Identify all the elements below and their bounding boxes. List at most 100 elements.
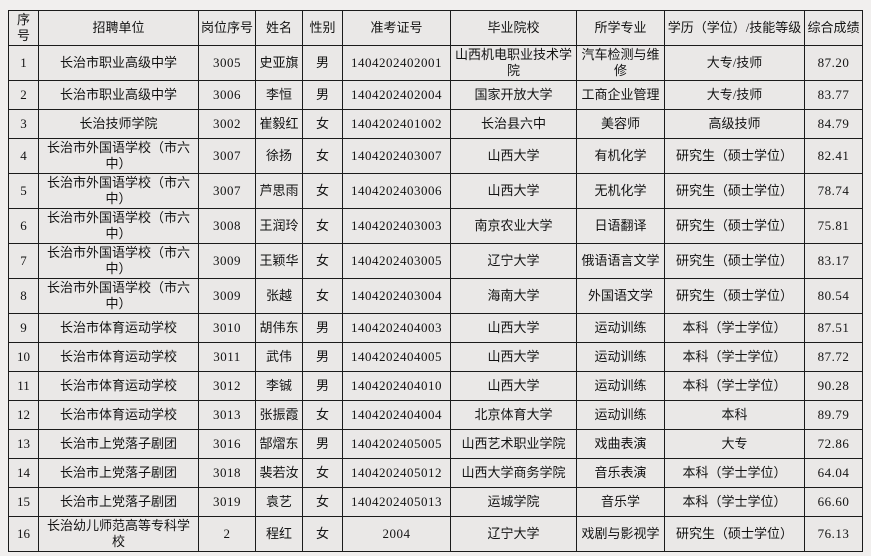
table-cell: 山西大学 [450, 173, 577, 209]
table-cell: 1404202403005 [342, 243, 451, 279]
table-cell: 运城学院 [450, 487, 577, 517]
table-cell: 女 [302, 138, 343, 174]
table-cell: 3008 [198, 208, 256, 244]
table-cell: 长治市体育运动学校 [38, 400, 199, 430]
table-cell: 女 [302, 516, 343, 552]
table-cell: 汽车检测与维修 [576, 45, 665, 81]
table-cell: 11 [8, 371, 39, 401]
table-cell: 1404202404005 [342, 342, 451, 372]
table-cell: 89.79 [804, 400, 863, 430]
table-cell: 3007 [198, 173, 256, 209]
table-row: 2 长治市职业高级中学 3006 李恒男 1404202402004 国家开放大学 工商企业… [8, 80, 863, 110]
table-cell: 研究生（硕士学位） [664, 138, 805, 174]
header-cell: 综合成绩 [804, 10, 863, 46]
table-cell: 3005 [198, 45, 256, 81]
table-cell: 音乐表演 [576, 458, 665, 488]
table-cell: 研究生（硕士学位） [664, 243, 805, 279]
table-cell: 5 [8, 173, 39, 209]
header-cell: 岗位序号 [198, 10, 256, 46]
table-cell: 1404202404004 [342, 400, 451, 430]
table-cell: 戏曲表演 [576, 429, 665, 459]
table-cell: 男 [302, 371, 343, 401]
table-cell: 本科 [664, 400, 805, 430]
table-cell: 长治幼儿师范高等专科学校 [38, 516, 199, 552]
table-cell: 工商企业管理 [576, 80, 665, 110]
table-cell: 7 [8, 243, 39, 279]
header-cell: 所学专业 [576, 10, 665, 46]
header-row: 序号 招聘单位 岗位序号 姓名 性别 准考证号 毕业院校 所学专业 学历（学位）/技能等级 综合成… [8, 10, 863, 46]
table-cell: 13 [8, 429, 39, 459]
table-cell: 研究生（硕士学位） [664, 208, 805, 244]
table-cell: 裴若汝 [255, 458, 303, 488]
table-cell: 研究生（硕士学位） [664, 173, 805, 209]
table-cell: 胡伟东 [255, 313, 303, 343]
table-cell: 山西机电职业技术学院 [450, 45, 577, 81]
table-cell: 女 [302, 109, 343, 139]
header-cell: 招聘单位 [38, 10, 199, 46]
table-cell: 3019 [198, 487, 256, 517]
table-cell: 9 [8, 313, 39, 343]
table-cell: 75.81 [804, 208, 863, 244]
table-row: 9 长治市体育运动学校 3010 胡伟东男 1404202404003 山西大学 运动训练本… [8, 313, 863, 343]
table-cell: 郜熠东 [255, 429, 303, 459]
table-cell: 张振霞 [255, 400, 303, 430]
table-cell: 大专/技师 [664, 45, 805, 81]
table-cell: 1404202404010 [342, 371, 451, 401]
table-cell: 徐扬 [255, 138, 303, 174]
table-cell: 1404202405005 [342, 429, 451, 459]
table-cell: 87.72 [804, 342, 863, 372]
table-cell: 1 [8, 45, 39, 81]
table-cell: 山西艺术职业学院 [450, 429, 577, 459]
table-cell: 史亚旗 [255, 45, 303, 81]
table-cell: 84.79 [804, 109, 863, 139]
table-cell: 长治县六中 [450, 109, 577, 139]
table-cell: 长治市外国语学校（市六中） [38, 243, 199, 279]
table-cell: 1404202405013 [342, 487, 451, 517]
table-cell: 音乐学 [576, 487, 665, 517]
table-cell: 戏剧与影视学 [576, 516, 665, 552]
table-cell: 男 [302, 342, 343, 372]
table-cell: 无机化学 [576, 173, 665, 209]
table-cell: 国家开放大学 [450, 80, 577, 110]
table-cell: 北京体育大学 [450, 400, 577, 430]
table-cell: 长治市体育运动学校 [38, 342, 199, 372]
table-cell: 2004 [342, 516, 451, 552]
table-cell: 10 [8, 342, 39, 372]
table-cell: 南京农业大学 [450, 208, 577, 244]
table-cell: 本科（学士学位） [664, 371, 805, 401]
table-row: 13 长治市上党落子剧团 3016 郜熠东男 1404202405005 山西艺术职业学院… [8, 429, 863, 459]
table-cell: 长治市体育运动学校 [38, 313, 199, 343]
table-cell: 64.04 [804, 458, 863, 488]
table-cell: 2 [198, 516, 256, 552]
table-row: 8 长治市外国语学校（市六中） 3009 张越女 1404202403004 海南大学 外国… [8, 278, 863, 314]
table-cell: 1404202403006 [342, 173, 451, 209]
table-cell: 海南大学 [450, 278, 577, 314]
table-cell: 1404202403007 [342, 138, 451, 174]
table-cell: 3013 [198, 400, 256, 430]
table-cell: 长治市上党落子剧团 [38, 458, 199, 488]
table-row: 12 长治市体育运动学校 3013 张振霞女 1404202404004 北京体育大学 运动… [8, 400, 863, 430]
table-cell: 82.41 [804, 138, 863, 174]
table-cell: 66.60 [804, 487, 863, 517]
table-cell: 本科（学士学位） [664, 458, 805, 488]
table-cell: 王颖华 [255, 243, 303, 279]
table-cell: 1404202405012 [342, 458, 451, 488]
table-cell: 男 [302, 80, 343, 110]
table-cell: 芦思雨 [255, 173, 303, 209]
table-cell: 俄语语言文学 [576, 243, 665, 279]
table-cell: 女 [302, 243, 343, 279]
table-cell: 运动训练 [576, 342, 665, 372]
table-cell: 辽宁大学 [450, 243, 577, 279]
table-cell: 张越 [255, 278, 303, 314]
header-cell: 毕业院校 [450, 10, 577, 46]
table-cell: 运动训练 [576, 313, 665, 343]
table-cell: 83.77 [804, 80, 863, 110]
table-cell: 本科（学士学位） [664, 313, 805, 343]
table-cell: 程红 [255, 516, 303, 552]
table-cell: 87.20 [804, 45, 863, 81]
table-cell: 山西大学 [450, 342, 577, 372]
table-cell: 男 [302, 45, 343, 81]
table-cell: 研究生（硕士学位） [664, 278, 805, 314]
table-cell: 长治市职业高级中学 [38, 45, 199, 81]
table-cell: 1404202403003 [342, 208, 451, 244]
